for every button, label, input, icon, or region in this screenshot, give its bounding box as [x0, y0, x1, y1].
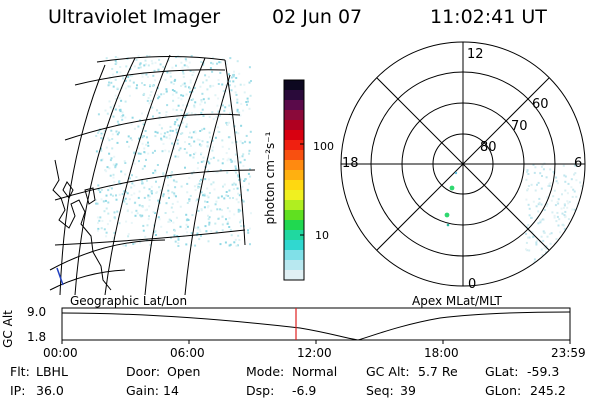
colorbar-swatch — [284, 260, 304, 271]
alt-xtick: 18:00 — [424, 346, 459, 360]
ip-label: IP: — [10, 383, 26, 398]
altitude-plot — [61, 307, 571, 344]
colorbar-swatch — [284, 230, 304, 241]
seq-value: 39 — [400, 383, 416, 398]
colorbar-swatch — [284, 240, 304, 251]
aurora-spot — [454, 171, 458, 175]
geographic-map — [49, 54, 255, 295]
colorbar-label: photon cm⁻²s⁻¹ — [263, 131, 277, 225]
polar-ring-70: 70 — [511, 119, 528, 134]
gain-value: 14 — [163, 383, 179, 398]
colorbar-swatch — [284, 160, 304, 171]
polar-label-top: 12 — [467, 47, 484, 62]
colorbar-swatch — [284, 170, 304, 181]
dsp-label: Dsp: — [246, 383, 275, 398]
colorbar-swatch — [284, 190, 304, 201]
alt-xtick: 00:00 — [43, 346, 78, 360]
alt-ylabel-wrap: GC Alt — [0, 306, 22, 356]
colorbar-tick-100: 100 — [313, 140, 334, 153]
colorbar-swatch — [284, 140, 304, 151]
glon-label: GLon: — [485, 383, 522, 398]
alt-xtick: 23:59 — [551, 346, 586, 360]
gcalt-label: GC Alt: — [366, 364, 410, 379]
emission-speckle — [95, 55, 252, 247]
polar-label-bottom: 0 — [468, 277, 477, 292]
alt-xtick: 12:00 — [297, 346, 332, 360]
alt-ytick-bottom: 1.8 — [27, 330, 47, 344]
glat-value: -59.3 — [527, 364, 560, 379]
polar-label-left: 18 — [342, 156, 359, 171]
alt-ytick-top: 9.0 — [27, 305, 47, 319]
alt-ylabel: GC Alt — [1, 310, 15, 348]
glat-label: GLat: — [485, 364, 519, 379]
glon-value: 245.2 — [530, 383, 566, 398]
colorbar-swatch — [284, 200, 304, 211]
ip-value: 36.0 — [36, 383, 64, 398]
mode-label: Mode: — [246, 364, 285, 379]
colorbar-swatch — [284, 80, 304, 91]
colorbar-label-wrap: photon cm⁻²s⁻¹ — [259, 76, 283, 286]
colorbar-swatch — [284, 90, 304, 101]
colorbar-swatch — [284, 110, 304, 121]
dsp-value: -6.9 — [292, 383, 317, 398]
date-label: 02 Jun 07 — [272, 6, 363, 28]
flt-value: LBHL — [36, 364, 68, 379]
aurora-spot — [449, 185, 455, 191]
aurora-spot — [444, 212, 450, 218]
colorbar-swatch — [284, 250, 304, 261]
aurora-spot — [446, 223, 450, 227]
imager-title: Ultraviolet Imager — [48, 6, 221, 28]
colorbar-swatch — [284, 150, 304, 161]
alt-xtick: 06:00 — [170, 346, 205, 360]
map-caption: Geographic Lat/Lon — [70, 294, 188, 308]
colorbar-tick-10: 10 — [315, 229, 329, 242]
gain-label: Gain: — [126, 383, 159, 398]
door-label: Door: — [126, 364, 161, 379]
gcalt-value: 5.7 Re — [418, 364, 458, 379]
flt-label: Flt: — [10, 364, 30, 379]
colorbar — [283, 79, 305, 281]
colorbar-swatch — [284, 100, 304, 111]
colorbar-swatch — [284, 270, 304, 281]
colorbar-swatch — [284, 120, 304, 131]
colorbar-swatch — [284, 210, 304, 221]
time-label: 11:02:41 UT — [430, 6, 547, 28]
polar-label-right: 6 — [574, 156, 583, 171]
door-value: Open — [167, 364, 201, 379]
colorbar-swatch — [284, 220, 304, 231]
polar-ring-80: 80 — [480, 140, 497, 155]
colorbar-swatch — [284, 180, 304, 191]
mode-value: Normal — [292, 364, 338, 379]
polar-caption: Apex MLat/MLT — [412, 294, 502, 308]
polar-ring-60: 60 — [532, 97, 549, 112]
colorbar-swatch — [284, 130, 304, 141]
altitude-curve — [61, 311, 571, 341]
coastline — [52, 159, 112, 291]
polar-plot — [340, 41, 586, 287]
seq-label: Seq: — [366, 383, 394, 398]
